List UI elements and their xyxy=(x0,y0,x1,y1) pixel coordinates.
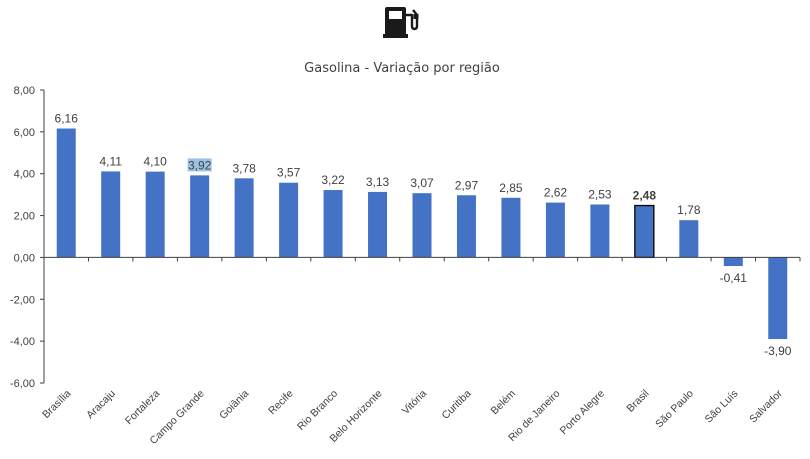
bar-16 xyxy=(723,257,743,267)
bar-5 xyxy=(234,178,254,258)
bar-10 xyxy=(456,195,476,258)
chart-title: Gasolina - Variação por região xyxy=(304,61,500,76)
data-label: 3,07 xyxy=(410,176,434,190)
data-label: 2,85 xyxy=(499,181,523,195)
data-label: 4,10 xyxy=(143,155,167,169)
x-tick-label: Aracaju xyxy=(84,388,118,422)
data-label: -3,90 xyxy=(764,344,792,358)
y-tick-label: -2,00 xyxy=(10,294,35,306)
y-tick-label: 2,00 xyxy=(14,211,35,223)
data-labels: 6,16 4,11 4,10 3,92 3,78 3,57 3,22 3,13 3,07 2,97… xyxy=(55,112,792,359)
data-label: 6,16 xyxy=(55,112,79,126)
data-label: 3,57 xyxy=(277,166,301,180)
x-tick-label: Brasília xyxy=(40,388,73,421)
data-label: 3,92 xyxy=(188,158,212,172)
x-tick-label: Fortaleza xyxy=(123,388,163,428)
bar-7 xyxy=(323,190,343,258)
bar-2 xyxy=(101,171,121,258)
y-tick-label: 6,00 xyxy=(14,127,35,139)
bars xyxy=(56,128,788,340)
data-label: 2,53 xyxy=(588,187,612,201)
bar-14 xyxy=(634,204,655,259)
data-label: 3,22 xyxy=(321,173,345,187)
y-tick-label: 8,00 xyxy=(14,85,35,97)
y-tick-label: 4,00 xyxy=(14,169,35,181)
x-tick-label: Belém xyxy=(489,387,519,417)
data-label: 2,48 xyxy=(633,189,657,203)
data-label-highlight xyxy=(187,158,212,172)
y-tick-label: -4,00 xyxy=(10,336,35,348)
y-tick-label: 0,00 xyxy=(14,252,35,264)
bar-4 xyxy=(190,175,210,258)
x-tick-label: Goiânia xyxy=(217,388,251,422)
data-label: 2,62 xyxy=(544,186,568,200)
data-label: 1,78 xyxy=(677,203,701,217)
bar-6 xyxy=(279,182,299,258)
x-tick-label: Porto Alegre xyxy=(558,388,607,437)
data-label: 2,97 xyxy=(455,178,479,192)
bar-11 xyxy=(501,197,521,258)
fuel-pump-icon xyxy=(383,7,419,38)
data-label: -0,41 xyxy=(720,271,748,285)
x-tick-label: Salvador xyxy=(747,387,785,425)
bar-15 xyxy=(679,220,699,258)
x-tick-label: Rio Branco xyxy=(295,388,340,433)
data-label: 3,78 xyxy=(232,161,256,175)
data-label: 3,13 xyxy=(366,175,390,189)
bar-8 xyxy=(368,191,388,258)
x-tick-label: Recife xyxy=(266,388,296,418)
bar-3 xyxy=(145,171,165,258)
y-tick-label: -6,00 xyxy=(10,378,35,390)
x-tick-label: São Paulo xyxy=(653,388,696,431)
y-axis: 8,00 6,00 4,00 2,00 0,00 -2,00 -4,00 -6,00 xyxy=(10,85,45,390)
bar-17 xyxy=(768,257,788,340)
x-tick-label: São Luís xyxy=(703,388,741,426)
x-tick-label: Curitiba xyxy=(440,388,474,422)
data-label: 4,11 xyxy=(99,154,122,168)
bar-12 xyxy=(545,202,565,258)
bar-1 xyxy=(56,128,76,258)
bar-13 xyxy=(590,204,610,258)
x-tick-label: Brasil xyxy=(624,388,651,415)
bar-9 xyxy=(412,193,432,258)
x-tick-label: Vitória xyxy=(400,388,430,418)
